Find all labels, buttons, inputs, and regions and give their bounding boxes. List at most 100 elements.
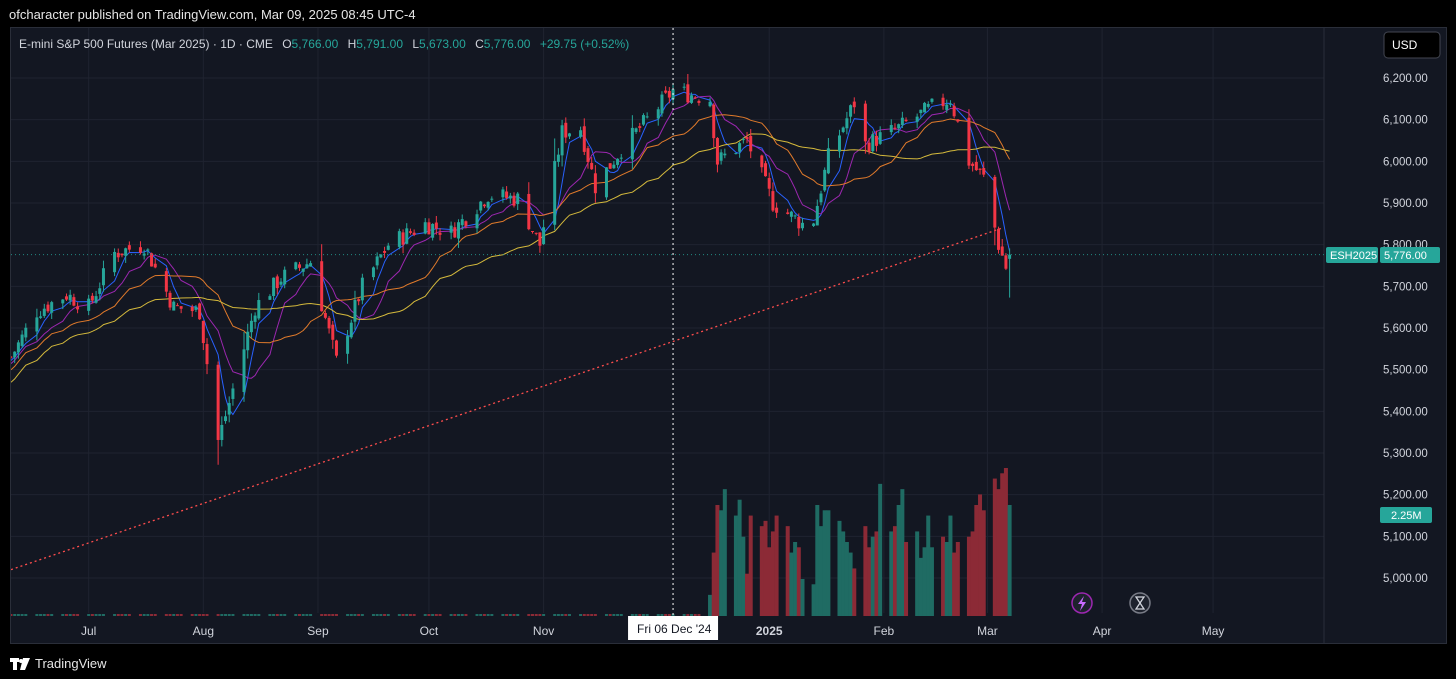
volume-bar [590, 614, 594, 616]
candle-body [24, 327, 28, 338]
candle-body [46, 304, 50, 312]
volume-bar [194, 614, 198, 616]
candle-body [667, 90, 671, 98]
volume-bar [475, 614, 479, 616]
candle-body [16, 342, 20, 353]
candle-body [431, 223, 435, 238]
volume-bar [98, 614, 102, 616]
volume-bar [512, 614, 516, 616]
volume-bar [848, 552, 853, 616]
chart-panel[interactable]: 5,000.00 5,100.00 5,200.00 5,300.00 5,400.00… [10, 27, 1447, 644]
candle-body [457, 222, 461, 239]
y-tick-label: 5,700.00 [1383, 281, 1428, 293]
y-tick-label: 6,200.00 [1383, 73, 1428, 85]
volume-bar [434, 614, 438, 616]
volume-bar [900, 489, 905, 616]
candle-body [697, 100, 701, 103]
price-tag-symbol: ESH2025 [1330, 250, 1377, 262]
volume-bar [253, 614, 257, 616]
volume-bar [64, 614, 68, 616]
volume-bar [586, 614, 590, 616]
volume-bar [896, 505, 901, 616]
volume-bar [401, 614, 405, 616]
candle-body [690, 95, 694, 103]
volume-bar [996, 489, 1001, 616]
volume-bar [423, 614, 427, 616]
legend-low-label: L [412, 37, 419, 51]
candle-body [120, 253, 124, 256]
x-tick-label: Aug [193, 624, 214, 638]
volume-bar [531, 614, 535, 616]
volume-bar [593, 614, 597, 616]
volume-bar [767, 547, 772, 616]
tradingview-logo-icon[interactable] [10, 657, 30, 670]
y-tick-label: 5,600.00 [1383, 323, 1428, 335]
candle-body [1008, 254, 1012, 259]
candle-body [645, 116, 649, 118]
currency-button[interactable]: USD [1383, 31, 1441, 59]
volume-bar [305, 614, 309, 616]
volume-bar [127, 614, 131, 616]
candle-body [579, 130, 583, 137]
volume-bar [567, 614, 571, 616]
volume-bar [682, 614, 686, 616]
candle-body [630, 127, 634, 160]
volume-bar [464, 614, 468, 616]
price-axis[interactable]: 5,000.00 5,100.00 5,200.00 5,300.00 5,400.00… [1383, 73, 1428, 585]
volume-bar [242, 614, 246, 616]
volume-bar [146, 614, 150, 616]
volume-bar [164, 614, 168, 616]
crosshair-date-text: Fri 06 Dec '24 [637, 622, 712, 636]
candle-body [945, 104, 949, 110]
volume-bar [686, 614, 690, 616]
candle-body [449, 225, 453, 233]
volume-bar [113, 614, 117, 616]
volume-bar [793, 542, 798, 616]
candle-body [930, 98, 934, 102]
candle-body [508, 195, 512, 199]
volume-bar [892, 526, 897, 616]
candle-body [475, 214, 479, 229]
volume-bar [952, 552, 957, 616]
legend-change: +29.75 (+0.52%) [540, 37, 629, 51]
volume-bar [309, 614, 313, 616]
y-tick-label: 5,400.00 [1383, 406, 1428, 418]
candle-body [819, 193, 823, 203]
volume-bar [320, 614, 324, 616]
candle-body [616, 158, 620, 165]
candle-body [664, 90, 668, 93]
candle-body [978, 168, 982, 170]
volume-bar [579, 614, 583, 616]
legend-low-value: 5,673.00 [419, 37, 466, 51]
candle-body [516, 193, 520, 205]
volume-bar [479, 614, 483, 616]
hourglass-icon[interactable] [1129, 592, 1151, 614]
volume-bar [397, 614, 401, 616]
candle-body [453, 227, 457, 238]
candle-body [760, 155, 764, 168]
candle-body [893, 127, 897, 129]
volume-bar [619, 614, 623, 616]
trend-dotted-line [11, 227, 1003, 571]
volume-bar [294, 614, 298, 616]
candle-body [997, 228, 1001, 250]
candle-body [593, 173, 597, 194]
volume-bar [553, 614, 557, 616]
candle-body [275, 276, 279, 289]
candle-body [272, 277, 276, 297]
candle-body [1004, 255, 1008, 269]
candle-body [320, 261, 324, 312]
volume-bar [737, 499, 742, 616]
volume-bar [992, 478, 997, 616]
price-chart[interactable]: 5,000.00 5,100.00 5,200.00 5,300.00 5,400.00… [11, 28, 1446, 643]
legend-close-value: 5,776.00 [484, 37, 531, 51]
volume-bar [90, 614, 94, 616]
lightning-icon[interactable] [1071, 592, 1093, 614]
volume-bar [741, 536, 746, 616]
candle-body [35, 317, 39, 332]
legend-high-label: H [348, 37, 357, 51]
candle-body [11, 356, 13, 358]
volume-tag: 2.25M [1380, 507, 1432, 523]
time-axis[interactable]: Jul Aug Sep Oct Nov 2025 Feb Mar Apr May [81, 624, 1224, 638]
candle-body [331, 324, 335, 340]
